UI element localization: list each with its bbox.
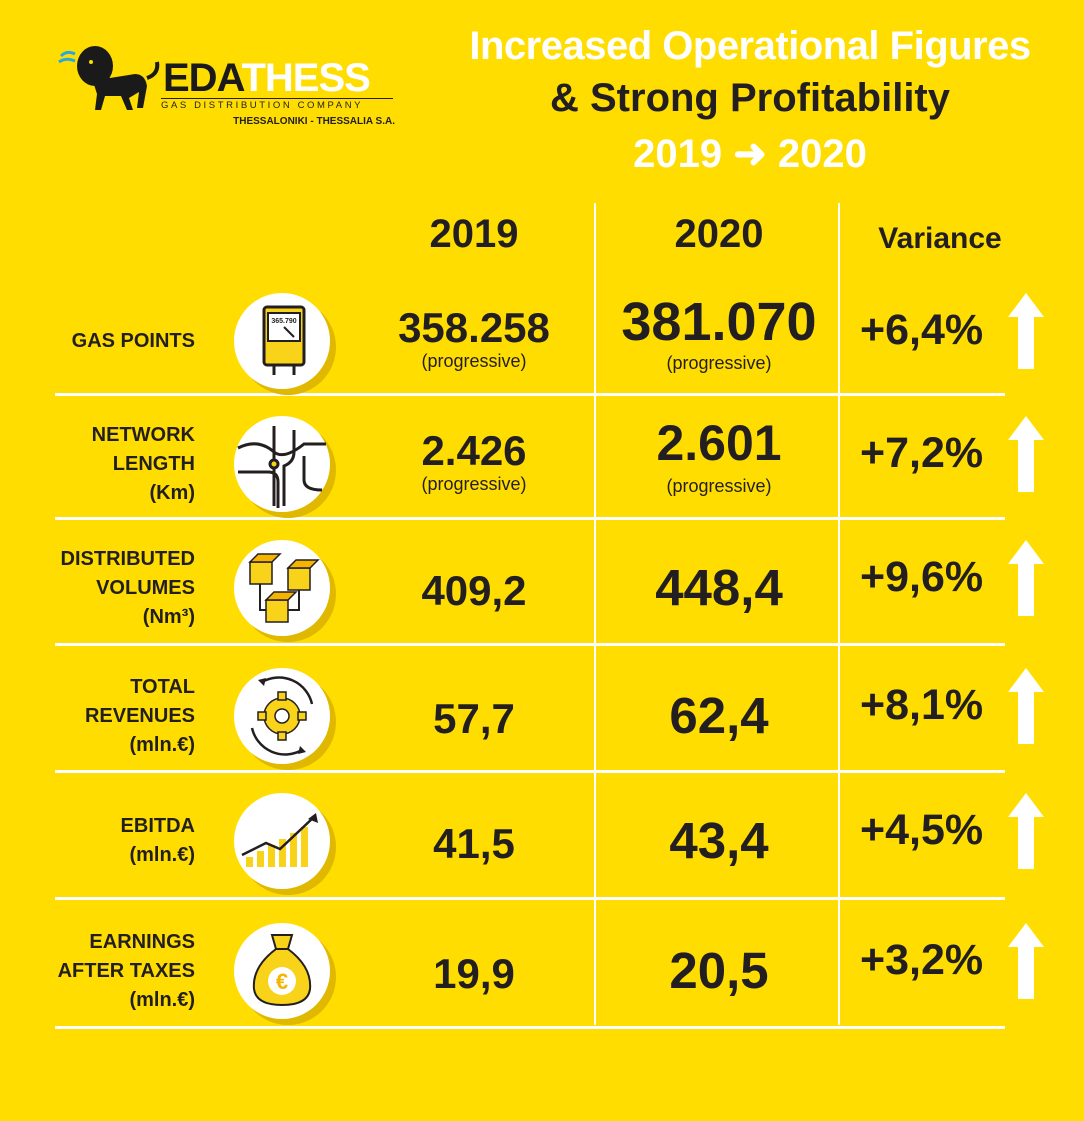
variance-value: +9,6% <box>860 553 984 601</box>
value-2019: 409,2 <box>421 567 527 614</box>
row-label: EBITDA (mln.€) <box>0 812 195 870</box>
value-2019: 57,7 <box>433 695 515 742</box>
row-label-line: (mln.€) <box>129 988 195 1011</box>
lion-logo-icon <box>58 46 160 110</box>
gas-meter-icon: 365.790 <box>234 293 330 389</box>
gear-cycle-icon <box>234 668 330 764</box>
column-header-2019: 2019 <box>429 212 519 256</box>
svg-text:€: € <box>276 969 288 994</box>
row-label-line: (Nm³) <box>142 605 195 628</box>
variance-value: +7,2% <box>860 429 984 477</box>
column-header-variance: Variance <box>878 222 1002 255</box>
row-divider <box>55 517 1005 520</box>
value-2020: 381.070 <box>621 292 817 352</box>
arrow-up-icon <box>1008 923 1044 999</box>
variance-value: +6,4% <box>860 306 984 354</box>
value-2019-note: (progressive) <box>421 474 527 494</box>
row-label-line: LENGTH <box>112 452 195 475</box>
value-2020: 43,4 <box>669 812 769 869</box>
cubes-flow-icon <box>234 540 330 636</box>
title-line-1: Increased Operational Figures <box>469 24 1031 68</box>
value-2020-note: (progressive) <box>666 353 772 373</box>
row-label-line: DISTRIBUTED <box>60 547 195 570</box>
page-title: Increased Operational Figures & Strong P… <box>420 20 1080 184</box>
value-2020: 62,4 <box>669 687 769 744</box>
value-2020: 448,4 <box>655 559 783 616</box>
row-label-line: EBITDA <box>120 815 195 837</box>
brand-location: THESSALONIKI - THESSALIA S.A. <box>233 116 395 127</box>
value-2019: 358.258 <box>398 304 550 351</box>
row-divider <box>55 897 1005 900</box>
value-2019: 19,9 <box>433 950 515 997</box>
arrow-up-icon <box>1008 293 1044 369</box>
brand-subtitle: GAS DISTRIBUTION COMPANY <box>161 100 364 111</box>
row-label: TOTAL REVENUES (mln.€) <box>0 673 195 760</box>
row-label: NETWORK LENGTH (Km) <box>0 421 195 508</box>
variance-value: +4,5% <box>860 806 984 854</box>
row-label: DISTRIBUTED VOLUMES (Nm³) <box>0 545 195 632</box>
row-divider <box>55 393 1005 396</box>
arrow-up-icon <box>1008 540 1044 616</box>
value-2020-note: (progressive) <box>666 476 772 496</box>
row-divider <box>55 770 1005 773</box>
row-label-line: AFTER TAXES <box>57 959 195 982</box>
arrow-up-icon <box>1008 416 1044 492</box>
value-2019: 2.426 <box>421 427 527 474</box>
value-2019: 41,5 <box>433 820 515 867</box>
column-divider <box>594 203 596 1025</box>
row-label-line: TOTAL <box>130 675 195 698</box>
row-label-line: (mln.€) <box>129 844 195 866</box>
variance-value: +8,1% <box>860 681 984 729</box>
brand-divider <box>161 98 393 99</box>
pipe-network-icon <box>234 416 330 512</box>
title-line-2: & Strong Profitability <box>550 76 950 120</box>
value-2020: 2.601 <box>656 415 782 471</box>
money-bag-icon: € <box>234 923 330 1019</box>
row-label-line: (Km) <box>149 481 195 504</box>
row-label-line: (mln.€) <box>129 733 195 756</box>
column-header-2020: 2020 <box>674 212 764 256</box>
value-2019-note: (progressive) <box>421 351 527 371</box>
column-divider <box>838 203 840 1025</box>
row-label-line: REVENUES <box>84 704 195 727</box>
row-label: GAS POINTS <box>0 327 195 356</box>
title-line-3: 2019 ➜ 2020 <box>633 132 867 176</box>
variance-value: +3,2% <box>860 936 984 984</box>
brand-name: EDATHESS <box>163 56 371 100</box>
svg-text:365.790: 365.790 <box>271 318 296 325</box>
row-divider <box>55 1026 1005 1029</box>
row-label-line: GAS POINTS <box>71 329 195 352</box>
row-divider <box>55 643 1005 646</box>
arrow-up-icon <box>1008 668 1044 744</box>
row-label-line: EARNINGS <box>89 930 195 953</box>
row-label-line: VOLUMES <box>96 576 195 599</box>
arrow-up-icon <box>1008 793 1044 869</box>
value-2020: 20,5 <box>669 942 769 999</box>
row-label: EARNINGS AFTER TAXES (mln.€) <box>0 928 195 1015</box>
row-label-line: NETWORK <box>91 423 195 446</box>
growth-chart-icon <box>234 793 330 889</box>
company-logo: EDATHESS GAS DISTRIBUTION COMPANY THESSA… <box>55 38 395 133</box>
